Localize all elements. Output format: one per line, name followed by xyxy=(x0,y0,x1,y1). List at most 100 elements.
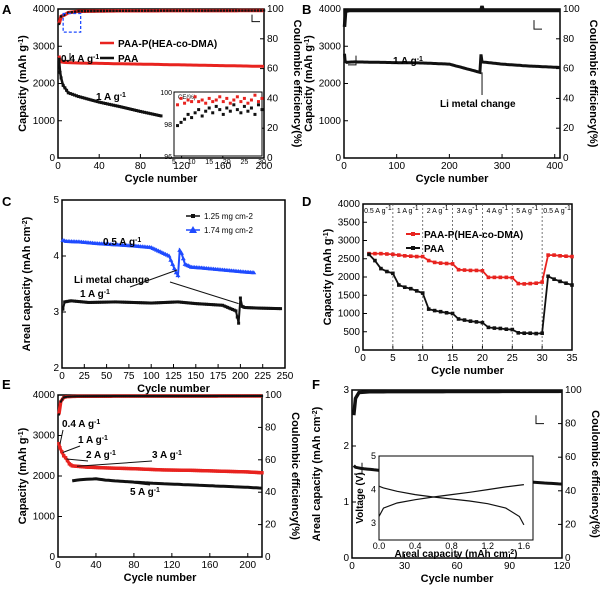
series-marker xyxy=(275,307,279,311)
series-marker xyxy=(66,299,70,303)
series-marker xyxy=(253,306,257,310)
series-marker xyxy=(105,300,109,304)
ce-marker xyxy=(198,394,202,398)
ce-marker xyxy=(80,10,83,13)
y2-tick-label: 80 xyxy=(267,34,279,45)
series-marker xyxy=(210,469,214,473)
annotation: 0.4 A g-1 xyxy=(61,54,99,66)
series-marker xyxy=(170,468,174,472)
series-marker xyxy=(221,469,225,473)
inset-black-point xyxy=(232,103,236,107)
ce-marker xyxy=(230,394,234,398)
series-marker xyxy=(179,250,185,255)
series-marker xyxy=(173,468,178,472)
series-marker xyxy=(165,300,169,304)
series-marker xyxy=(65,88,69,92)
ce-marker xyxy=(213,9,216,12)
ce-marker xyxy=(140,9,144,12)
ce-marker xyxy=(202,394,205,398)
x-tick-label: 200 xyxy=(239,560,256,571)
ce-marker xyxy=(166,9,169,12)
series-marker xyxy=(498,275,503,280)
arrow-right xyxy=(535,415,544,425)
series-marker xyxy=(143,110,147,114)
ce-marker xyxy=(262,9,266,12)
series-marker xyxy=(510,275,515,280)
series-marker xyxy=(242,470,246,474)
series-marker xyxy=(438,261,443,265)
series-marker xyxy=(60,450,64,454)
x-tick-label: 225 xyxy=(254,371,271,382)
series-marker xyxy=(98,465,102,470)
series-marker xyxy=(80,300,84,304)
annotation: Li metal change xyxy=(74,275,150,286)
series-marker xyxy=(235,315,239,319)
ce-marker xyxy=(194,9,198,12)
series-marker xyxy=(552,253,556,257)
ce-marker xyxy=(124,9,128,12)
series-marker xyxy=(212,303,216,307)
ce-marker xyxy=(70,11,73,14)
series-marker xyxy=(130,300,134,304)
series-marker xyxy=(162,468,166,472)
series-marker xyxy=(158,468,163,472)
series-marker xyxy=(84,465,89,469)
ce-marker xyxy=(219,9,222,12)
series-marker xyxy=(153,467,157,472)
series-marker xyxy=(61,307,65,311)
zoom-box xyxy=(62,12,82,33)
inset-y-tick-label: 96 xyxy=(164,154,172,161)
y-axis-label: Areal capacity (mAh cm-2) xyxy=(21,216,33,351)
series-marker xyxy=(131,300,135,304)
series-marker xyxy=(86,465,91,469)
series-marker xyxy=(432,308,437,313)
annotation: 5 A g-1 xyxy=(130,487,160,499)
inset-red-point xyxy=(193,95,197,99)
arrow-right xyxy=(251,14,260,23)
ce-marker xyxy=(91,395,94,398)
series-marker xyxy=(79,464,83,469)
series-marker xyxy=(546,274,550,279)
series-marker xyxy=(256,470,261,475)
series-marker xyxy=(206,302,210,306)
arrow-left xyxy=(62,52,71,61)
ce-marker xyxy=(253,9,256,12)
series-marker xyxy=(232,308,236,312)
y2-axis-label: Coulombic efficiency(%) xyxy=(289,412,301,540)
inset-red-point xyxy=(260,96,264,100)
ce-marker xyxy=(191,394,194,398)
inset-y-label: CE(%) xyxy=(178,95,196,101)
ce-marker xyxy=(195,394,198,398)
ce-marker xyxy=(165,395,168,398)
series-marker xyxy=(236,469,240,474)
ce-line xyxy=(342,5,560,28)
ce-marker xyxy=(172,395,175,398)
ce-marker xyxy=(161,395,164,398)
series-marker xyxy=(164,468,168,472)
series-marker xyxy=(130,466,134,471)
series-marker xyxy=(253,470,257,475)
series-marker xyxy=(155,301,159,305)
series-marker xyxy=(232,469,237,474)
ce-marker xyxy=(153,9,156,12)
series-marker xyxy=(103,101,107,105)
ce-marker xyxy=(105,9,109,13)
series-marker xyxy=(230,469,235,474)
arrow-line xyxy=(62,445,81,453)
ce-marker xyxy=(86,9,90,13)
series-marker xyxy=(528,331,532,336)
panel-e: 0 40 80 120 160 20001000200030004000020406080… xyxy=(17,390,301,584)
series-marker xyxy=(480,268,485,273)
series-marker xyxy=(145,467,149,471)
series-marker xyxy=(128,107,132,111)
series-marker xyxy=(122,466,127,471)
series-marker xyxy=(268,306,272,310)
series-marker xyxy=(120,105,124,109)
series-marker xyxy=(516,331,521,335)
series-marker xyxy=(367,252,371,257)
legend-label: 1.25 mg cm-2 xyxy=(204,212,253,221)
ce-marker xyxy=(110,395,113,398)
ce-marker xyxy=(59,400,62,403)
ce-marker xyxy=(142,395,145,398)
ce-marker xyxy=(144,395,147,398)
